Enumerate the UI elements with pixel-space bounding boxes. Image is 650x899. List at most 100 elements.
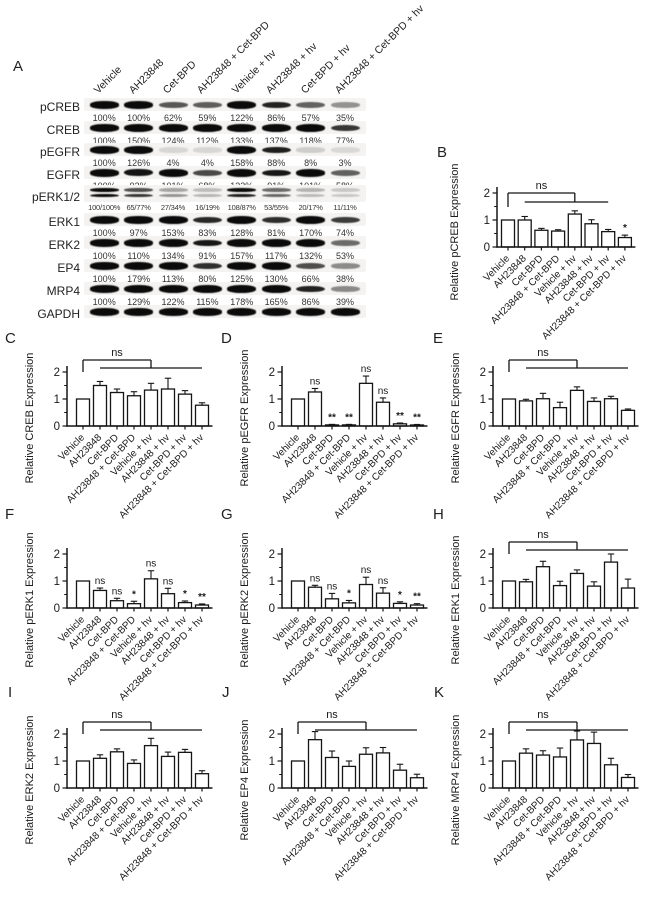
blot-band xyxy=(296,262,326,270)
significance-label: ns xyxy=(310,573,321,584)
panel-label-h: H xyxy=(433,506,444,523)
bar xyxy=(603,561,619,609)
blot-band xyxy=(261,169,291,177)
blot-band xyxy=(296,124,326,132)
blot-band xyxy=(124,101,154,109)
bar xyxy=(290,760,306,789)
bar xyxy=(501,580,517,609)
band-percentage: 125% xyxy=(230,274,254,284)
band-percentage: 124% xyxy=(161,136,185,146)
band-percentage: 81% xyxy=(267,228,286,238)
significance-label: ns xyxy=(95,576,106,587)
blot-band xyxy=(192,262,222,270)
band-percentage: 100% xyxy=(127,113,151,123)
error-bar xyxy=(345,423,353,425)
band-percentage: 100% xyxy=(92,297,116,307)
bar xyxy=(518,752,534,789)
blot-band xyxy=(158,169,188,177)
blot-band xyxy=(296,239,326,247)
bar xyxy=(143,389,159,427)
ns-bracket xyxy=(297,721,417,734)
bar xyxy=(92,589,108,609)
error-bar xyxy=(379,746,387,753)
blot-film-strip xyxy=(84,166,366,179)
blot-band xyxy=(124,193,154,198)
bar xyxy=(620,409,636,427)
band-percentage: 65/77% xyxy=(126,203,151,212)
band-percentage: 170% xyxy=(299,228,323,238)
significance-label: ns xyxy=(327,581,338,592)
blot-band xyxy=(89,239,119,247)
bar xyxy=(569,739,585,789)
blot-band xyxy=(192,285,222,293)
blot-band xyxy=(89,308,119,316)
error-bar xyxy=(198,770,206,774)
bar xyxy=(126,762,142,789)
y-axis-label: Relative pERK1 Expression xyxy=(24,532,36,667)
blot-band xyxy=(124,124,154,132)
bar xyxy=(535,566,551,609)
error-bar xyxy=(113,748,121,752)
blot-band xyxy=(158,262,188,270)
y-tick-label: 0 xyxy=(480,783,486,795)
bar xyxy=(517,219,532,248)
bar xyxy=(324,756,340,789)
protein-label: pEGFR xyxy=(39,145,80,159)
ns-bracket xyxy=(82,359,202,372)
error-bar xyxy=(96,587,104,591)
significance-label: * xyxy=(183,589,187,600)
band-percentage: 27/34% xyxy=(160,203,186,212)
blot-band xyxy=(296,285,326,293)
y-tick-label: 1 xyxy=(484,215,490,227)
significance-label: ** xyxy=(413,412,421,423)
lane-label: Cet-BPD xyxy=(160,58,199,97)
blot-band xyxy=(261,285,291,293)
y-tick-label: 2 xyxy=(269,367,275,379)
band-percentage: 122% xyxy=(230,113,254,123)
y-tick-label: 0 xyxy=(269,783,275,795)
significance-label: * xyxy=(132,589,136,600)
bar xyxy=(535,398,551,427)
error-bar xyxy=(147,737,155,746)
bar xyxy=(358,583,374,609)
significance-label: ns xyxy=(361,565,372,576)
error-bar xyxy=(607,757,615,765)
error-bar xyxy=(556,401,564,408)
panel-label-e: E xyxy=(433,330,444,347)
y-axis-label: Relative pCREB Expression xyxy=(449,164,461,301)
y-axis-label: Relative CREB Expression xyxy=(24,353,36,484)
error-bar xyxy=(539,750,547,756)
blot-band xyxy=(261,239,291,247)
error-bar xyxy=(396,763,404,771)
bar xyxy=(358,382,374,427)
blot-band xyxy=(192,193,222,198)
band-percentage: 16/19% xyxy=(195,203,220,212)
y-tick-label: 2 xyxy=(54,729,60,741)
band-percentage: 100% xyxy=(92,113,116,123)
y-axis-label: Relative ERK1 Expression xyxy=(450,535,462,664)
error-bar xyxy=(311,731,319,740)
blot-band xyxy=(89,188,119,192)
bar xyxy=(290,398,306,427)
bar xyxy=(534,229,549,248)
error-bar xyxy=(556,747,564,757)
blot-band xyxy=(192,147,222,153)
bar xyxy=(75,580,91,609)
error-bar xyxy=(573,569,581,574)
blot-band xyxy=(227,146,257,154)
blot-band xyxy=(89,193,119,198)
error-bar xyxy=(539,560,547,567)
lane-label: Vehicle xyxy=(91,63,125,97)
y-axis-label: Relative pEGFR Expression xyxy=(239,350,251,487)
band-percentage: 133% xyxy=(230,136,254,146)
band-percentage: 137% xyxy=(264,136,288,146)
blot-band xyxy=(124,308,154,316)
y-tick-label: 2 xyxy=(484,188,490,200)
bar xyxy=(620,776,636,789)
error-bar xyxy=(147,382,155,391)
